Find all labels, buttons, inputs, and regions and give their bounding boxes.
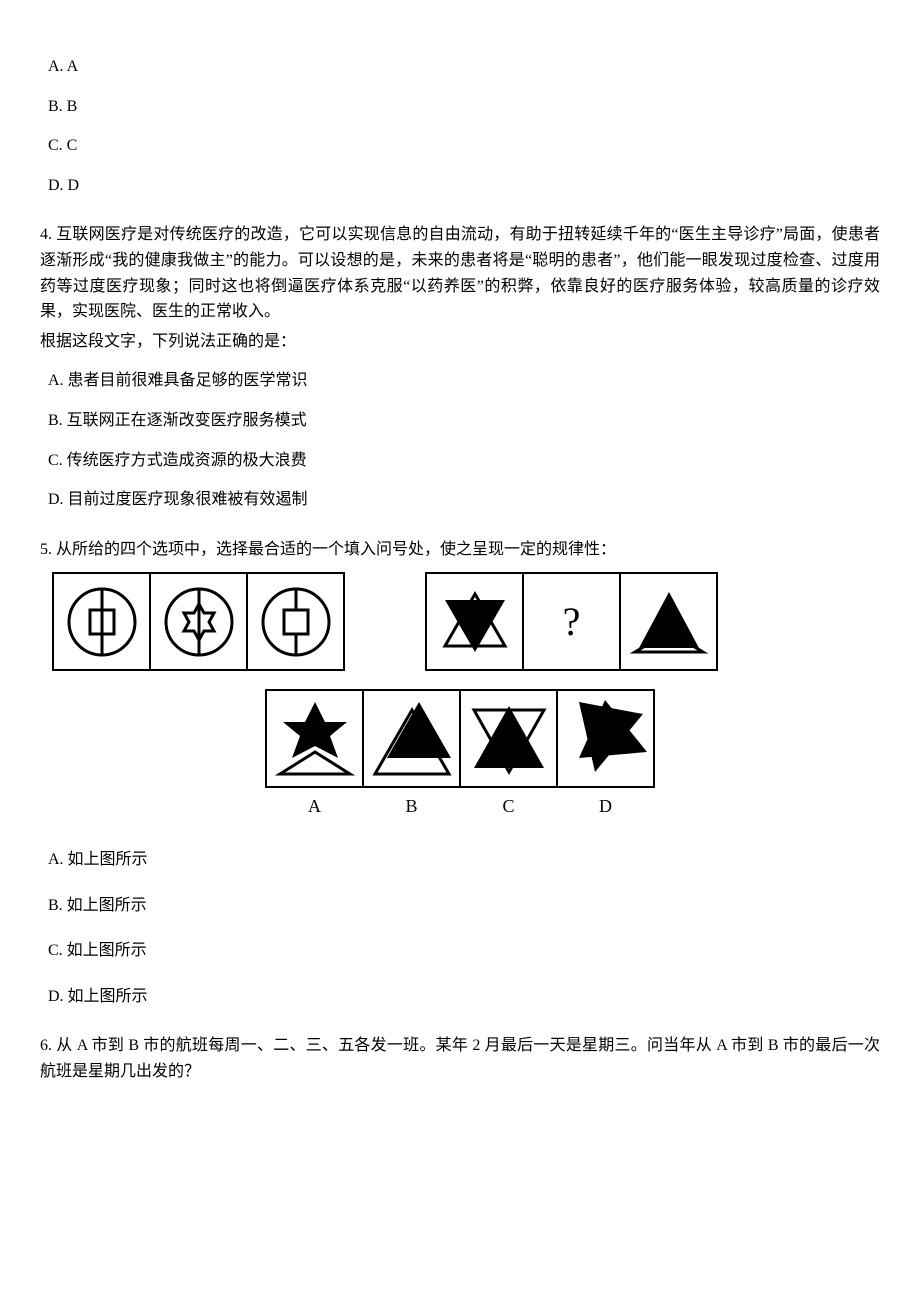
option-b: B. 互联网正在逐渐改变医疗服务模式	[48, 408, 880, 434]
option-b: B. B	[48, 94, 880, 120]
panel-l1	[54, 574, 151, 669]
panel-r2: ?	[524, 574, 621, 669]
q4-prompt: 根据这段文字，下列说法正确的是：	[40, 329, 880, 355]
q5-number: 5.	[40, 541, 52, 558]
answer-b	[364, 691, 461, 786]
q5-right-group: ?	[425, 572, 718, 671]
option-a: A. A	[48, 54, 880, 80]
label-b: B	[363, 792, 460, 821]
question-5: 5. 从所给的四个选项中，选择最合适的一个填入问号处，使之呈现一定的规律性：	[40, 537, 880, 1010]
option-b: B. 如上图所示	[48, 893, 880, 919]
option-c: C. C	[48, 133, 880, 159]
panel-l2	[151, 574, 248, 669]
q5-options: A. 如上图所示 B. 如上图所示 C. 如上图所示 D. 如上图所示	[48, 847, 880, 1009]
label-d: D	[557, 792, 654, 821]
panel-r3	[621, 574, 716, 669]
panel-l3	[248, 574, 343, 669]
panel-r1	[427, 574, 524, 669]
q4-stem: 4. 互联网医疗是对传统医疗的改造，它可以实现信息的自由流动，有助于扭转延续千年…	[40, 222, 880, 324]
option-a: A. 如上图所示	[48, 847, 880, 873]
q6-body: 从 A 市到 B 市的航班每周一、二、三、五各发一班。某年 2 月最后一天是星期…	[40, 1037, 880, 1080]
question-6: 6. 从 A 市到 B 市的航班每周一、二、三、五各发一班。某年 2 月最后一天…	[40, 1033, 880, 1084]
answer-c	[461, 691, 558, 786]
answer-d	[558, 691, 653, 786]
label-a: A	[266, 792, 363, 821]
question-4: 4. 互联网医疗是对传统医疗的改造，它可以实现信息的自由流动，有助于扭转延续千年…	[40, 222, 880, 512]
option-d: D. D	[48, 173, 880, 199]
option-d: D. 如上图所示	[48, 984, 880, 1010]
q4-body: 互联网医疗是对传统医疗的改造，它可以实现信息的自由流动，有助于扭转延续千年的“医…	[40, 226, 880, 320]
option-c: C. 传统医疗方式造成资源的极大浪费	[48, 448, 880, 474]
q5-answer-labels: A B C D	[40, 792, 880, 821]
option-d: D. 目前过度医疗现象很难被有效遏制	[48, 487, 880, 513]
q5-answer-row	[40, 689, 880, 788]
question-mark-icon: ?	[563, 590, 581, 654]
q5-left-group	[52, 572, 345, 671]
q5-figure-row: ?	[52, 572, 880, 671]
q5-answer-group	[265, 689, 655, 788]
q3-options: A. A B. B C. C D. D	[48, 54, 880, 198]
q6-number: 6.	[40, 1037, 52, 1054]
label-c: C	[460, 792, 557, 821]
answer-a	[267, 691, 364, 786]
option-c: C. 如上图所示	[48, 938, 880, 964]
option-a: A. 患者目前很难具备足够的医学常识	[48, 368, 880, 394]
q5-stem: 5. 从所给的四个选项中，选择最合适的一个填入问号处，使之呈现一定的规律性：	[40, 537, 880, 563]
q4-number: 4.	[40, 226, 52, 243]
q4-options: A. 患者目前很难具备足够的医学常识 B. 互联网正在逐渐改变医疗服务模式 C.…	[48, 368, 880, 512]
q6-stem: 6. 从 A 市到 B 市的航班每周一、二、三、五各发一班。某年 2 月最后一天…	[40, 1033, 880, 1084]
q5-body: 从所给的四个选项中，选择最合适的一个填入问号处，使之呈现一定的规律性：	[56, 541, 616, 558]
